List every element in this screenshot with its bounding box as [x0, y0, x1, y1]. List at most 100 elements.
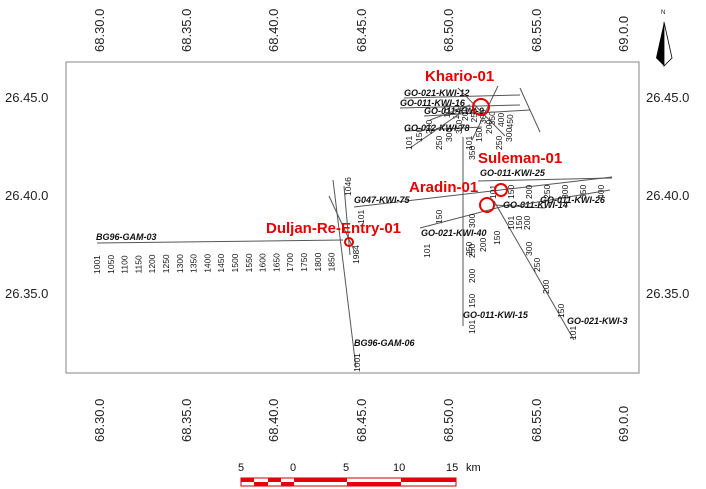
line-label: BG96-GAM-03	[96, 232, 157, 242]
scale-bar: 5 0 5 10 15 km	[238, 462, 481, 487]
shotpoint-label: 150	[467, 294, 477, 308]
shotpoint-label: 450	[505, 114, 515, 128]
shotpoint-label: 101	[442, 104, 452, 118]
well-marker[interactable]	[479, 197, 495, 213]
shotpoint-label: 1200	[147, 254, 157, 273]
shotpoint-label: 350	[467, 146, 477, 160]
shotpoint-label: 1100	[120, 255, 130, 274]
shotpoint-label: 1150	[133, 255, 143, 274]
well-khario-01[interactable]: Khario-01	[425, 68, 494, 116]
shotpoint-label: 200	[467, 269, 477, 283]
shotpoint-label: 300	[467, 214, 477, 228]
lon-tick-top: 68.50.0	[441, 9, 456, 52]
scale-label: 5	[238, 462, 244, 474]
lon-tick-top: 68.35.0	[179, 9, 194, 52]
shotpoint-label: 1250	[161, 254, 171, 273]
scale-label: 15	[446, 462, 458, 474]
lon-tick-bottom: 69.0.0	[616, 406, 631, 442]
shotpoint-label: 150	[492, 231, 502, 245]
shotpoint-label: 300	[504, 128, 514, 142]
shotpoint-label: 250	[464, 242, 474, 256]
well-label: Khario-01	[425, 68, 494, 85]
lat-tick-right: 26.45.0	[646, 90, 689, 105]
map-frame	[65, 61, 640, 374]
shotpoint-label: 300	[444, 128, 454, 142]
shotpoint-label: 1450	[216, 253, 226, 272]
lon-tick-bottom: 68.45.0	[354, 399, 369, 442]
shotpoint-label: 101	[356, 210, 366, 224]
lon-tick-top: 68.40.0	[266, 9, 281, 52]
shotpoint-label: 250	[532, 258, 542, 272]
shotpoint-label: 101	[488, 185, 498, 199]
scale-label: 5	[343, 462, 349, 474]
lon-tick-top: 69.0.0	[616, 16, 631, 52]
shotpoint-label: 250	[467, 244, 477, 258]
lat-tick-left: 26.45.0	[5, 90, 48, 105]
seismic-line-go-011-kwi-26: GO-011-KWI-26	[519, 189, 611, 206]
lat-tick-left: 26.35.0	[5, 286, 48, 301]
shotpoint-label: 200	[424, 120, 434, 134]
shotpoint-label: 1500	[230, 253, 240, 272]
shotpoint-label: 1050	[106, 255, 116, 274]
line-label: GO-021-KWI-3	[567, 316, 628, 326]
lon-tick-top: 68.30.0	[92, 9, 107, 52]
seismic-line-go-011-kwi-16: GO-011-KWI-16	[399, 98, 521, 109]
well-duljan-re-entry-01[interactable]: Duljan-Re-Entry-01	[266, 220, 401, 247]
shotpoint-label: 300	[560, 185, 570, 199]
shotpoint-label: 1850	[327, 252, 337, 271]
north-arrow-icon: N	[656, 10, 673, 67]
line-label: GO-011-KWI-15	[463, 310, 529, 320]
scale-label: 0	[290, 462, 296, 474]
shotpoint-label: 1984	[351, 245, 361, 264]
seismic-line-go-011-kwi-15: GO-011-KWI-15 101 150 200 250 300 350	[462, 137, 529, 334]
shotpoint-label: 350	[454, 120, 464, 134]
well-aradin-01[interactable]: Aradin-01	[409, 179, 495, 213]
shotpoint-label: 150	[514, 216, 524, 230]
shotpoint-label: 400	[496, 113, 506, 127]
line-label: GO-011-KWI-25	[480, 168, 546, 178]
shotpoint-label: 200	[524, 185, 534, 199]
well-marker[interactable]	[472, 98, 490, 116]
shotpoint-label: 250	[494, 136, 504, 150]
line-label: GO-021-KWI-40	[421, 228, 487, 238]
lon-tick-bottom: 68.55.0	[529, 399, 544, 442]
shotpoint-label: 1400	[202, 254, 212, 273]
lon-tick-bottom: 68.35.0	[179, 399, 194, 442]
lon-tick-bottom: 68.50.0	[441, 399, 456, 442]
shotpoint-label: 1650	[271, 253, 281, 272]
well-suleman-01[interactable]: Suleman-01	[478, 150, 562, 197]
line-label: GO-011-KWI-14	[503, 200, 568, 210]
shotpoint-label: 350	[578, 185, 588, 199]
shotpoint-label: 200	[484, 120, 494, 134]
seismic-line-go-011-kwi-14: GO-011-KWI-14 101 150 200	[494, 200, 568, 230]
seismic-line-bg96-gam-03: BG96-GAM-03 1001 1050 1100 1150 1200 1250 1300…	[92, 232, 344, 274]
shotpoint-label: 250	[542, 185, 552, 199]
shotpoint-label: 1600	[258, 253, 268, 272]
line-label: GO-012-KWI-78	[404, 123, 470, 133]
shotpoint-label: 101	[506, 216, 516, 230]
lat-tick-right: 26.35.0	[646, 286, 689, 301]
shotpoint-label: 1350	[189, 254, 199, 273]
shotpoint-label: 101	[422, 244, 432, 258]
well-marker[interactable]	[344, 237, 354, 247]
shotpoint-label: 250	[469, 108, 479, 122]
seismic-line-go-021-kwi-40: GO-021-KWI-40 101 250 200 150	[419, 203, 513, 258]
lon-tick-top: 68.45.0	[354, 9, 369, 52]
line-label: GO-021-KWI-12	[404, 88, 470, 98]
lon-tick-bottom: 68.30.0	[92, 399, 107, 442]
shotpoint-label: 1700	[285, 253, 295, 272]
shotpoint-label: 1800	[313, 252, 323, 271]
line-label: GO-011-KWI-26	[540, 195, 606, 205]
lat-tick-left: 26.40.0	[5, 188, 48, 203]
seismic-line-bg96-gam-06: BG96-GAM-06 1001 1046 1984	[328, 177, 416, 372]
well-marker[interactable]	[494, 183, 508, 197]
shotpoint-label: 101	[568, 326, 578, 340]
shotpoint-label: 150	[414, 128, 424, 142]
shotpoint-label: 1750	[299, 253, 309, 272]
shotpoint-label: 1001	[352, 353, 362, 372]
shotpoint-label: 200	[478, 238, 488, 252]
well-label: Aradin-01	[409, 179, 478, 196]
shotpoint-label: 350	[487, 111, 497, 125]
